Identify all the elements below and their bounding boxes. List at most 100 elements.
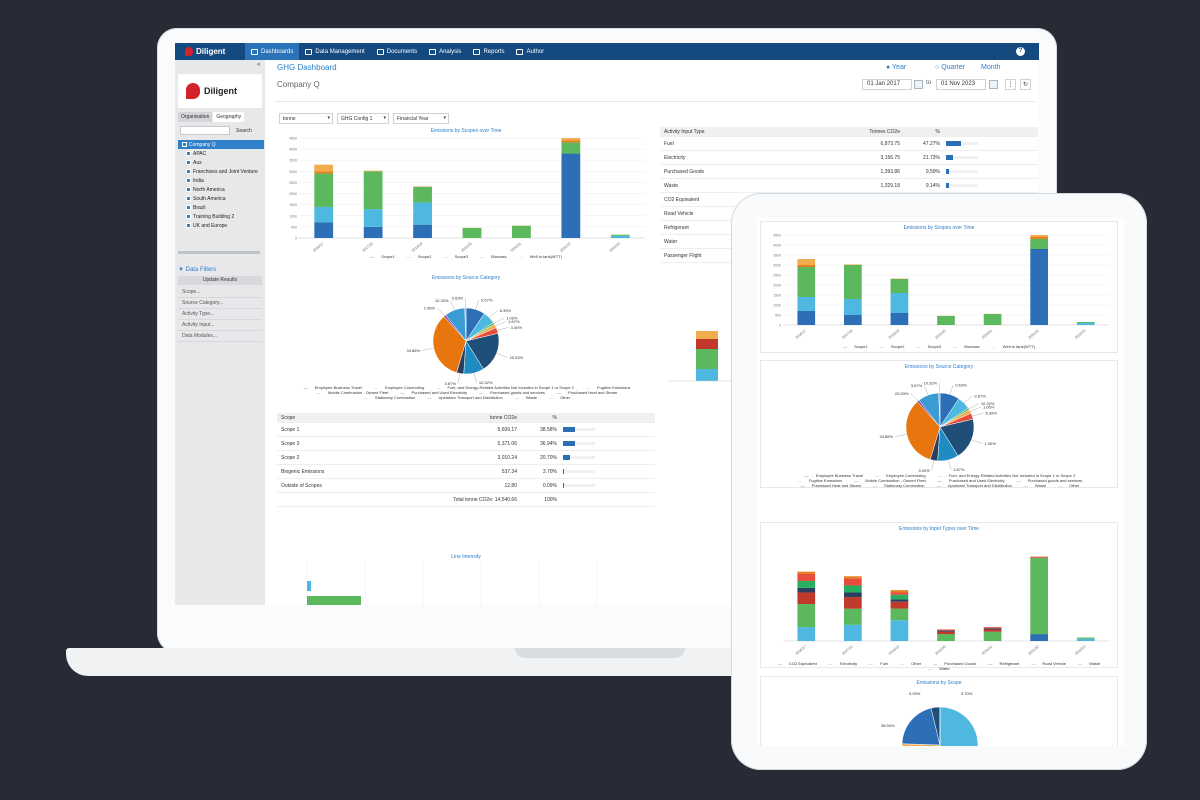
tree-item[interactable]: Brazil: [178, 203, 264, 212]
year-type-select[interactable]: Financial Year: [393, 113, 449, 124]
checkbox-icon[interactable]: [186, 223, 191, 228]
refresh-icon[interactable]: ↻: [1020, 79, 1031, 90]
bar-segment[interactable]: [937, 629, 955, 631]
bar-segment[interactable]: [696, 331, 718, 339]
checkbox-icon[interactable]: [186, 187, 191, 192]
bar-segment[interactable]: [983, 629, 1002, 632]
period-month[interactable]: Month: [981, 64, 1000, 71]
legend-item[interactable]: — Scope2: [404, 254, 435, 259]
tree-item[interactable]: South America: [178, 194, 264, 203]
nav-data-management[interactable]: Data Management: [299, 43, 370, 60]
legend-item[interactable]: — Employee Commuting: [371, 385, 427, 390]
sidebar-search-button[interactable]: Search: [236, 128, 252, 134]
collapse-sidebar-icon[interactable]: «: [257, 62, 261, 68]
legend-item[interactable]: — Waste: [1021, 483, 1049, 488]
legend-item[interactable]: — Refrigerant: [985, 661, 1022, 666]
bar-segment[interactable]: [890, 599, 909, 602]
update-results-button[interactable]: Update Results: [178, 276, 262, 285]
bar-segment[interactable]: [1030, 235, 1048, 237]
pie-slice[interactable]: [939, 706, 979, 746]
legend-item[interactable]: — Upstream Transport and Distribution: [424, 395, 505, 400]
pie-slice[interactable]: [905, 401, 941, 460]
tree-item[interactable]: Company Q: [178, 140, 264, 149]
legend-item[interactable]: — Purchased and Used Electricity: [935, 478, 1008, 483]
tree-item[interactable]: North America: [178, 185, 264, 194]
legend-item[interactable]: — Stationary Combustion: [870, 483, 928, 488]
bar-segment[interactable]: [1076, 323, 1095, 325]
bar-segment[interactable]: [890, 293, 909, 313]
calendar-icon[interactable]: [989, 80, 998, 89]
legend-item[interactable]: — CO2 Equivalent: [775, 661, 820, 666]
table-row[interactable]: Scope 2 3,010.24 20.70%: [277, 451, 655, 465]
bar-segment[interactable]: [1030, 249, 1048, 325]
legend-item[interactable]: — Other: [897, 661, 924, 666]
nav-reports[interactable]: Reports: [467, 43, 510, 60]
bar-segment[interactable]: [844, 576, 862, 579]
bar-segment[interactable]: [610, 235, 630, 238]
tree-item[interactable]: UK and Europe: [178, 221, 264, 230]
legend-item[interactable]: — Purchased goods and services: [476, 390, 548, 395]
bar-segment[interactable]: [1030, 239, 1048, 249]
bar-segment[interactable]: [844, 265, 862, 299]
date-to-input[interactable]: 01 Nov 2023: [936, 79, 986, 90]
bar-segment[interactable]: [462, 228, 482, 238]
bar-segment[interactable]: [797, 267, 816, 297]
tree-item[interactable]: India: [178, 176, 264, 185]
bar-segment[interactable]: [797, 592, 816, 605]
brand[interactable]: Diligent: [175, 47, 245, 56]
legend-item[interactable]: — Fuel: [866, 661, 891, 666]
bar-segment[interactable]: [937, 631, 955, 635]
bar-segment[interactable]: [844, 608, 862, 625]
bar-segment[interactable]: [696, 369, 718, 381]
bar-segment[interactable]: [844, 624, 862, 641]
bar-segment[interactable]: [844, 299, 862, 315]
bar-segment[interactable]: [314, 222, 334, 238]
legend-item[interactable]: — Purchased Heat and Steam: [554, 390, 620, 395]
legend-item[interactable]: — Scope2: [877, 344, 908, 349]
bar-segment[interactable]: [797, 627, 816, 641]
bar-segment[interactable]: [983, 314, 1002, 325]
table-row[interactable]: Waste 1,329.18 9.14%: [660, 179, 1038, 193]
calendar-icon[interactable]: [914, 80, 923, 89]
legend-item[interactable]: — Purchased Heat and Steam: [798, 483, 864, 488]
table-row[interactable]: Fuel 6,873.75 47.27%: [660, 137, 1038, 151]
data-filter-item[interactable]: Scope...: [178, 287, 262, 298]
tree-item[interactable]: Aus: [178, 158, 264, 167]
sidebar-search-input[interactable]: [180, 126, 230, 135]
period-year[interactable]: ● Year: [886, 64, 907, 71]
legend-item[interactable]: — Mobile Combustion - Owned Fleet: [851, 478, 929, 483]
legend-item[interactable]: — Scope1: [367, 254, 398, 259]
bar-segment[interactable]: [307, 596, 361, 605]
bar-segment[interactable]: [937, 316, 955, 325]
nav-dashboards[interactable]: Dashboards: [245, 43, 300, 60]
legend-item[interactable]: — Well to tank(WTT): [989, 344, 1038, 349]
bar-segment[interactable]: [696, 339, 718, 349]
date-from-input[interactable]: 01 Jan 2017: [862, 79, 912, 90]
bar-segment[interactable]: [844, 592, 862, 598]
pie-slice[interactable]: [939, 418, 975, 457]
legend-item[interactable]: — Fuel- and Energy-Related Activities No…: [935, 473, 1079, 478]
bar-segment[interactable]: [1030, 557, 1048, 635]
legend-item[interactable]: — Employee Business Travel: [301, 385, 365, 390]
legend-item[interactable]: — Fugitive Emissions: [795, 478, 845, 483]
sidebar-scrollbar[interactable]: [178, 251, 260, 254]
legend-item[interactable]: — Upstream Transport and Distribution: [934, 483, 1015, 488]
checkbox-icon[interactable]: [182, 142, 187, 147]
help-icon[interactable]: ?: [1016, 47, 1025, 56]
bar-segment[interactable]: [797, 259, 816, 265]
legend-item[interactable]: — Mobile Combustion - Owned Fleet: [314, 390, 392, 395]
table-row[interactable]: Electricity 3,156.75 21.73%: [660, 151, 1038, 165]
legend-item[interactable]: — Purchased Goods: [930, 661, 979, 666]
bar-segment[interactable]: [890, 592, 909, 595]
bar-segment[interactable]: [413, 224, 432, 238]
bar-segment[interactable]: [314, 171, 334, 174]
bar-segment[interactable]: [844, 585, 862, 593]
legend-item[interactable]: — Other: [546, 395, 573, 400]
bar-segment[interactable]: [890, 601, 909, 609]
bar-segment[interactable]: [1030, 237, 1048, 239]
legend-item[interactable]: — Scope3: [440, 254, 471, 259]
bar-segment[interactable]: [314, 206, 334, 223]
checkbox-icon[interactable]: [186, 169, 191, 174]
checkbox-icon[interactable]: [186, 205, 191, 210]
more-options-icon[interactable]: ⋮: [1005, 79, 1016, 90]
